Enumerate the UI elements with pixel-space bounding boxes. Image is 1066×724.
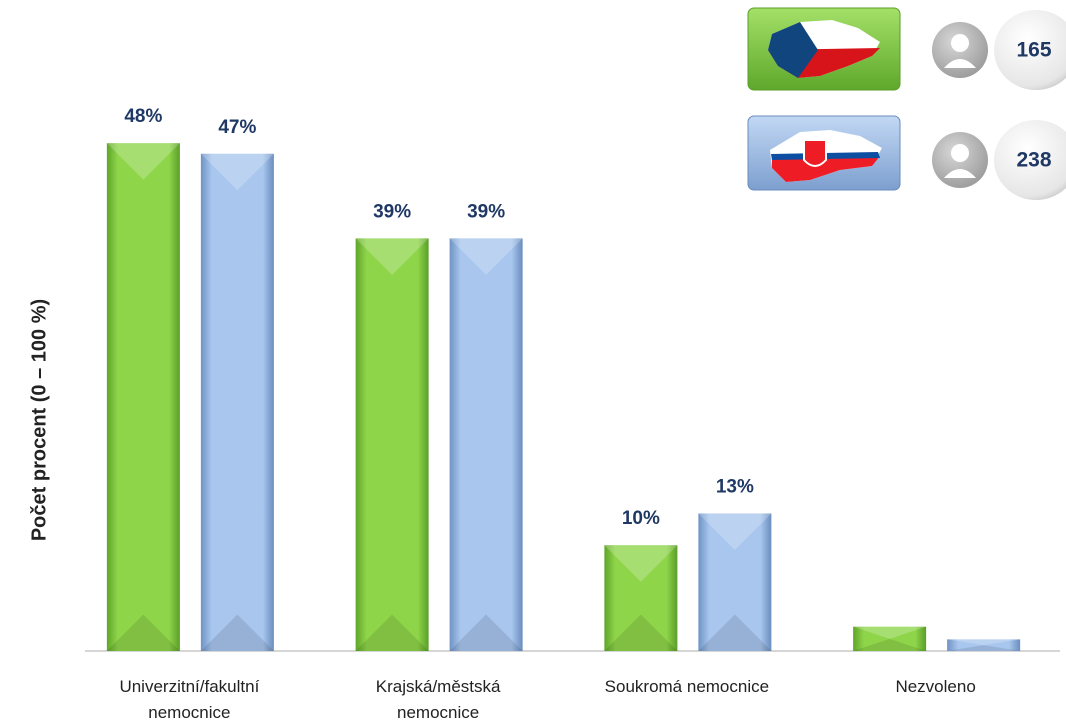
bar-bevel — [200, 614, 274, 651]
bar — [698, 513, 772, 651]
bar-bevel — [106, 614, 180, 651]
legend-slovak — [747, 115, 1066, 200]
x-tick-label: Soukromá nemocnice — [605, 677, 769, 696]
bar-bevel — [449, 238, 523, 275]
bar-bevel — [200, 153, 274, 191]
data-label: 47% — [218, 117, 256, 138]
bar-bevel — [853, 638, 927, 651]
bar-bevel — [853, 626, 927, 639]
bar — [604, 545, 678, 651]
x-tick-label: Nezvoleno — [895, 677, 975, 696]
bar — [200, 153, 274, 652]
bar — [355, 238, 429, 651]
x-tick-label: Krajská/městská nemocnice — [376, 677, 501, 722]
data-label: 10% — [622, 508, 660, 529]
bar-bevel — [698, 513, 772, 550]
bar-bevel — [355, 238, 429, 275]
bar-bevel — [355, 614, 429, 651]
bar-bevel — [604, 614, 678, 651]
data-label: 39% — [467, 201, 505, 222]
bar-bevel — [106, 143, 180, 180]
legend-count: 165 — [1016, 39, 1051, 62]
bar-bevel — [947, 639, 1021, 646]
x-tick-label: Univerzitní/fakultní nemocnice — [119, 677, 259, 722]
bar-bevel — [604, 545, 678, 582]
bar — [449, 238, 523, 651]
data-label: 48% — [124, 106, 162, 127]
bar — [106, 143, 180, 651]
bar — [853, 626, 927, 651]
data-label: 13% — [716, 476, 754, 497]
data-label: 39% — [373, 201, 411, 222]
bar — [947, 639, 1021, 651]
legend-czech — [747, 7, 1066, 91]
bar-bevel — [698, 614, 772, 651]
y-axis-label: Počet procent (0 – 100 %) — [28, 299, 50, 541]
legend-count: 238 — [1016, 149, 1051, 172]
bar-bevel — [947, 645, 1021, 651]
bar-bevel — [449, 614, 523, 651]
